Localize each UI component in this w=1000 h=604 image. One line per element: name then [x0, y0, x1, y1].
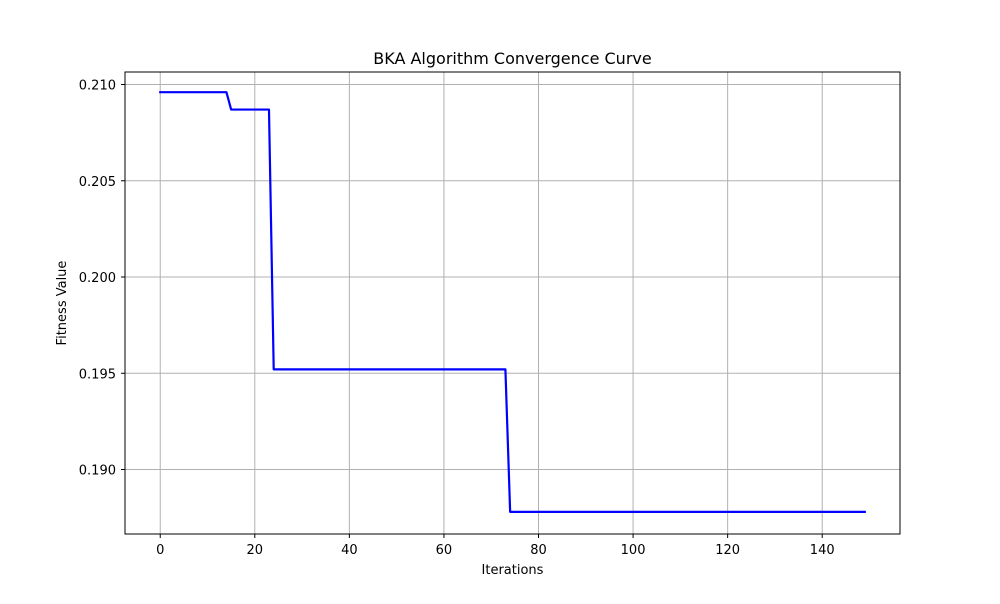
- x-tick-label: 140: [810, 543, 835, 558]
- y-tick-label: 0.200: [79, 271, 116, 286]
- grid-lines: [125, 72, 900, 534]
- y-tick-label: 0.210: [79, 79, 116, 94]
- x-tick-label: 120: [715, 543, 740, 558]
- axis-ticks: 0 20 40 60 80 100 120 140 0.190 0.195 0.200 0.205 0.…: [79, 79, 835, 558]
- convergence-series-line: [159, 91, 866, 513]
- plot-area-frame: [124, 71, 901, 535]
- series-layer: [159, 91, 866, 513]
- x-axis-label: Iterations: [482, 563, 544, 578]
- x-tick-label: 60: [436, 543, 453, 558]
- y-axis-label: Fitness Value: [55, 261, 70, 346]
- x-tick-label: 40: [341, 543, 358, 558]
- x-tick-label: 0: [156, 543, 164, 558]
- y-tick-label: 0.205: [79, 175, 116, 190]
- x-tick-label: 100: [621, 543, 646, 558]
- x-tick-label: 80: [530, 543, 547, 558]
- x-tick-label: 20: [247, 543, 264, 558]
- y-tick-label: 0.195: [79, 367, 116, 382]
- y-tick-label: 0.190: [79, 464, 116, 479]
- chart-title: BKA Algorithm Convergence Curve: [373, 49, 651, 68]
